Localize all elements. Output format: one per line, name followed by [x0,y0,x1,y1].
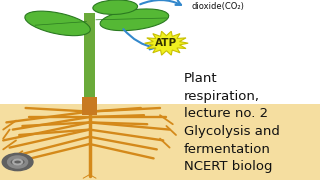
FancyArrowPatch shape [140,0,181,5]
Text: NCERT biolog: NCERT biolog [184,160,273,173]
FancyArrowPatch shape [124,29,155,49]
Bar [84,13,95,108]
Polygon shape [145,31,188,55]
Bar [0,0,320,104]
Text: fermentation: fermentation [184,143,271,156]
Bar [0,104,320,180]
Text: respiration,: respiration, [184,90,260,103]
Text: lecture no. 2: lecture no. 2 [184,107,268,120]
Text: dioxide(CO₂): dioxide(CO₂) [192,2,245,11]
Bar [83,97,97,115]
Circle shape [2,153,33,171]
Text: ATP: ATP [155,38,178,48]
Ellipse shape [93,0,138,14]
Text: Plant: Plant [184,72,218,85]
Ellipse shape [100,9,169,31]
Ellipse shape [25,11,90,36]
Text: Glycolysis and: Glycolysis and [184,125,280,138]
